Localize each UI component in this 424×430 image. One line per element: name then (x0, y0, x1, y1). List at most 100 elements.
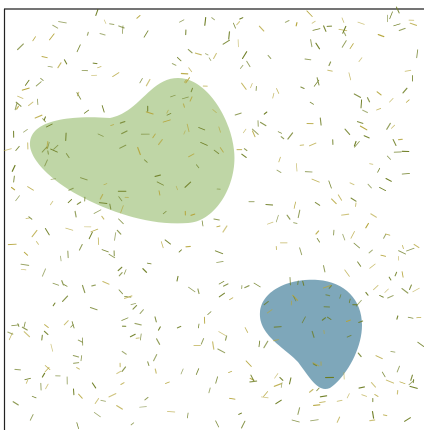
grass-mark (358, 57, 363, 63)
grass-mark (319, 395, 328, 398)
grass-mark (120, 205, 124, 214)
grass-mark (367, 183, 372, 189)
grass-mark (213, 149, 220, 155)
grass-mark (108, 253, 116, 259)
grass-mark (185, 77, 191, 84)
grass-mark (81, 284, 86, 294)
grass-mark (293, 296, 297, 302)
grass-mark (10, 186, 16, 191)
grass-mark (180, 368, 184, 375)
grass-mark (263, 301, 269, 306)
grass-mark (176, 56, 182, 62)
grass-mark (8, 332, 13, 341)
grass-mark (211, 17, 215, 21)
grass-mark (250, 83, 253, 89)
grass-mark (189, 96, 193, 102)
grass-mark (29, 414, 34, 421)
grass-mark (110, 124, 115, 126)
grass-mark (258, 25, 265, 32)
grass-mark (145, 111, 154, 115)
grass-mark (297, 209, 301, 219)
grass-mark (208, 57, 212, 61)
grass-mark (152, 133, 156, 139)
grass-mark (200, 338, 205, 345)
grass-mark (222, 283, 229, 287)
grass-mark (156, 338, 161, 345)
grass-mark (119, 120, 126, 124)
grass-mark (118, 218, 124, 225)
grass-mark (24, 79, 30, 86)
grass-mark (25, 379, 29, 384)
grass-mark (331, 198, 337, 205)
grass-mark (76, 92, 82, 100)
grass-mark (384, 288, 389, 293)
grass-mark (118, 289, 124, 295)
grass-mark (200, 141, 208, 146)
grass-mark (280, 382, 283, 388)
grass-mark (365, 222, 369, 229)
grass-mark (92, 62, 98, 65)
grass-mark (132, 304, 138, 310)
grass-mark (67, 198, 73, 204)
grass-mark (130, 422, 135, 426)
grass-mark (154, 174, 161, 177)
grass-mark (178, 249, 182, 253)
grass-mark (47, 150, 49, 155)
grass-mark (401, 271, 404, 278)
grass-mark (52, 24, 59, 29)
grass-mark (93, 209, 102, 214)
grass-mark (77, 339, 83, 343)
grass-mark (16, 105, 19, 110)
grass-mark (57, 62, 62, 69)
grass-mark (72, 355, 80, 358)
grass-mark (401, 172, 410, 175)
grass-mark (263, 111, 268, 115)
grass-mark (23, 129, 28, 133)
grass-mark (355, 202, 357, 207)
grass-mark (162, 210, 167, 215)
grass-mark (208, 387, 211, 394)
grass-mark (336, 416, 341, 423)
grass-mark (328, 285, 332, 289)
grass-mark (398, 250, 406, 255)
grass-mark (160, 241, 164, 249)
grass-mark (144, 396, 149, 401)
grass-mark (52, 302, 56, 307)
grass-mark (300, 86, 305, 89)
grass-mark (379, 294, 384, 298)
grass-mark (53, 144, 59, 150)
grass-mark (121, 317, 129, 321)
grass-mark (213, 218, 220, 221)
grass-mark (109, 203, 112, 210)
grass-mark (118, 196, 123, 202)
grass-mark (359, 125, 368, 131)
grass-mark (280, 136, 285, 140)
grass-mark (233, 22, 236, 29)
grass-mark (241, 420, 246, 429)
grass-mark (375, 355, 383, 360)
grass-mark (184, 181, 192, 188)
grass-mark (196, 164, 200, 169)
grass-mark (312, 363, 318, 367)
grass-mark (344, 128, 351, 136)
grass-mark (388, 276, 392, 281)
grass-mark (229, 397, 236, 400)
grass-mark (342, 233, 346, 241)
grass-mark (175, 185, 178, 191)
grass-mark (246, 60, 251, 68)
grass-mark (176, 275, 179, 282)
grass-mark (103, 183, 108, 186)
grass-mark (263, 340, 269, 349)
grass-mark (259, 121, 267, 127)
grass-mark (241, 51, 248, 60)
grass-mark (188, 286, 196, 293)
grass-mark (215, 420, 220, 428)
grass-mark (222, 39, 230, 45)
grass-mark (389, 98, 394, 103)
grass-mark (42, 118, 46, 123)
grass-mark (350, 197, 357, 202)
grass-mark (17, 95, 24, 99)
grass-mark (258, 340, 261, 348)
grass-mark (312, 28, 321, 31)
grass-mark (139, 406, 147, 408)
